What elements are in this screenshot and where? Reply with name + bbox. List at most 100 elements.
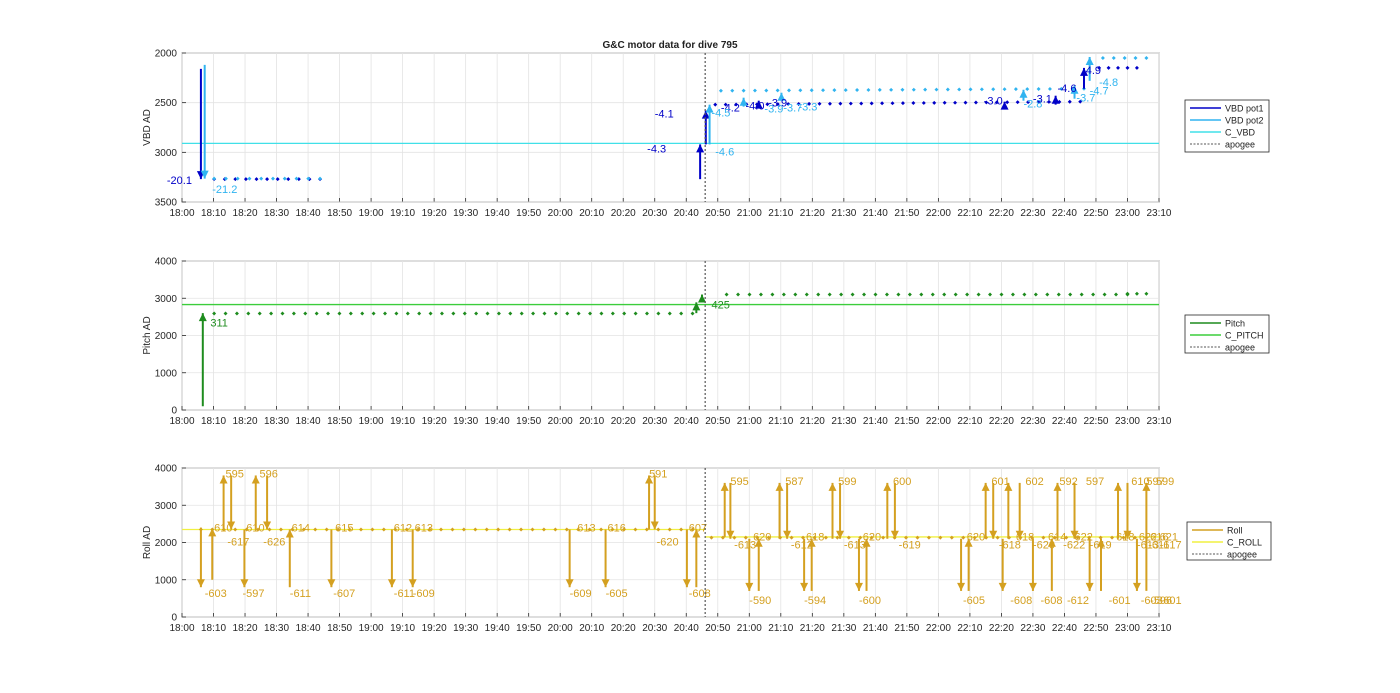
data-label: -594 <box>804 595 826 607</box>
x-tick-label: 21:30 <box>831 208 856 219</box>
roll-arrow-head <box>208 528 217 537</box>
x-tick-label: 23:10 <box>1146 208 1171 219</box>
vbd-pot2-point <box>247 176 252 181</box>
pitch-arrow-head <box>198 313 207 322</box>
data-label: 610 <box>1131 476 1149 488</box>
y-tick-label: 0 <box>171 406 177 417</box>
roll-point <box>972 535 977 540</box>
axes-1: 18:00 18:10 18:20 18:30 18:40 18:50 19:00 19:10… <box>142 49 1270 219</box>
data-label: 592 <box>1059 476 1077 488</box>
vbd-pot1-point <box>1036 100 1041 104</box>
x-tick-label: 22:50 <box>1083 416 1108 427</box>
roll-point <box>1064 535 1069 540</box>
pitch-arrow-head <box>698 294 707 303</box>
data-label: 600 <box>893 476 911 488</box>
x-tick-label: 19:00 <box>359 208 384 219</box>
roll-arrow-head <box>263 521 272 530</box>
vbd-pot1-point <box>265 177 270 182</box>
data-label: -4.0 <box>746 101 765 113</box>
roll-point <box>766 535 771 540</box>
roll-arrow-head <box>219 475 228 484</box>
roll-arrow-head <box>682 579 691 588</box>
vbd-pot2-arrow-head <box>739 97 748 106</box>
roll-arrow-head <box>1097 538 1106 547</box>
y-tick-label: 1000 <box>155 575 178 586</box>
roll-point <box>881 535 886 540</box>
roll-point <box>1052 535 1057 540</box>
data-label: 621 <box>1160 532 1178 544</box>
x-tick-label: 22:00 <box>926 208 951 219</box>
x-tick-label: 22:20 <box>989 208 1014 219</box>
vbd-pot2-point <box>223 176 228 181</box>
x-tick-label: 18:00 <box>169 623 194 634</box>
data-label: -612 <box>1067 595 1089 607</box>
data-label: -603 <box>1141 595 1163 607</box>
data-label: 596 <box>260 469 278 481</box>
x-tick-label: 21:50 <box>894 623 919 634</box>
vbd-pot2-arrow-head <box>1070 85 1079 94</box>
pitch-point <box>1114 292 1119 297</box>
x-tick-label: 19:40 <box>485 416 510 427</box>
roll-arrow-head <box>285 529 294 538</box>
x-tick-label: 21:00 <box>737 623 762 634</box>
y-tick-label: 4000 <box>155 464 178 475</box>
vbd-pot2-point <box>1133 55 1138 60</box>
data-label: 599 <box>838 476 856 488</box>
x-tick-label: 19:00 <box>359 416 384 427</box>
roll-point <box>1087 535 1092 540</box>
x-tick-label: 18:40 <box>296 208 321 219</box>
roll-point <box>858 535 863 540</box>
data-label: -4.7 <box>1090 86 1109 98</box>
roll-point <box>938 535 943 540</box>
data-label: -4.9 <box>1082 65 1101 77</box>
x-tick-label: 18:20 <box>233 623 258 634</box>
legend-entry: Pitch <box>1225 319 1245 329</box>
x-tick-label: 22:50 <box>1083 623 1108 634</box>
vbd-pot2-point <box>235 176 240 181</box>
data-label: 597 <box>1146 476 1164 488</box>
axes-3: 18:00 18:10 18:20 18:30 18:40 18:50 19:00 19:10… <box>142 464 1272 634</box>
data-label: 613 <box>415 523 433 535</box>
x-tick-label: 18:10 <box>201 416 226 427</box>
roll-point <box>789 535 794 540</box>
data-label: 591 <box>649 469 667 481</box>
x-tick-label: 18:30 <box>264 208 289 219</box>
roll-arrow-head <box>720 482 729 491</box>
vbd-pot1-arrow-head <box>696 144 705 153</box>
roll-arrow-head <box>251 475 260 484</box>
roll-arrow-head <box>1114 482 1123 491</box>
y-tick-label: 2000 <box>155 538 178 549</box>
data-label: -611 <box>1148 540 1169 552</box>
data-label: -620 <box>657 536 679 548</box>
roll-arrow-head <box>964 538 973 547</box>
x-tick-label: 20:50 <box>705 623 730 634</box>
roll-arrow-head <box>196 579 205 588</box>
roll-point <box>869 535 874 540</box>
roll-arrow-head <box>836 530 845 539</box>
pitch-point <box>383 311 387 316</box>
roll-point <box>576 527 581 532</box>
pitch-point <box>1134 291 1139 296</box>
x-tick-label: 20:10 <box>579 623 604 634</box>
legend-entry: C_VBD <box>1225 128 1256 138</box>
legend-entry: VBD pot2 <box>1225 116 1264 126</box>
data-label: -612 <box>791 540 813 552</box>
data-label: -608 <box>689 588 711 600</box>
vbd-pot1-arrow-head <box>701 110 710 119</box>
x-tick-label: 21:10 <box>768 208 793 219</box>
x-tick-label: 19:30 <box>453 416 478 427</box>
roll-point <box>846 535 851 540</box>
roll-arrow-head <box>565 579 574 588</box>
roll-arrow-head <box>989 530 998 539</box>
y-tick-label: 2000 <box>155 331 178 342</box>
data-label: -617 <box>1160 540 1182 552</box>
x-tick-label: 21:10 <box>768 416 793 427</box>
data-label: -626 <box>263 536 285 548</box>
data-label: -3.7 <box>783 103 802 115</box>
x-tick-label: 21:40 <box>863 208 888 219</box>
data-label: -3.7 <box>1076 93 1095 105</box>
axes-2: 18:00 18:10 18:20 18:30 18:40 18:50 19:00 19:10… <box>142 257 1270 427</box>
data-label: 595 <box>730 476 748 488</box>
